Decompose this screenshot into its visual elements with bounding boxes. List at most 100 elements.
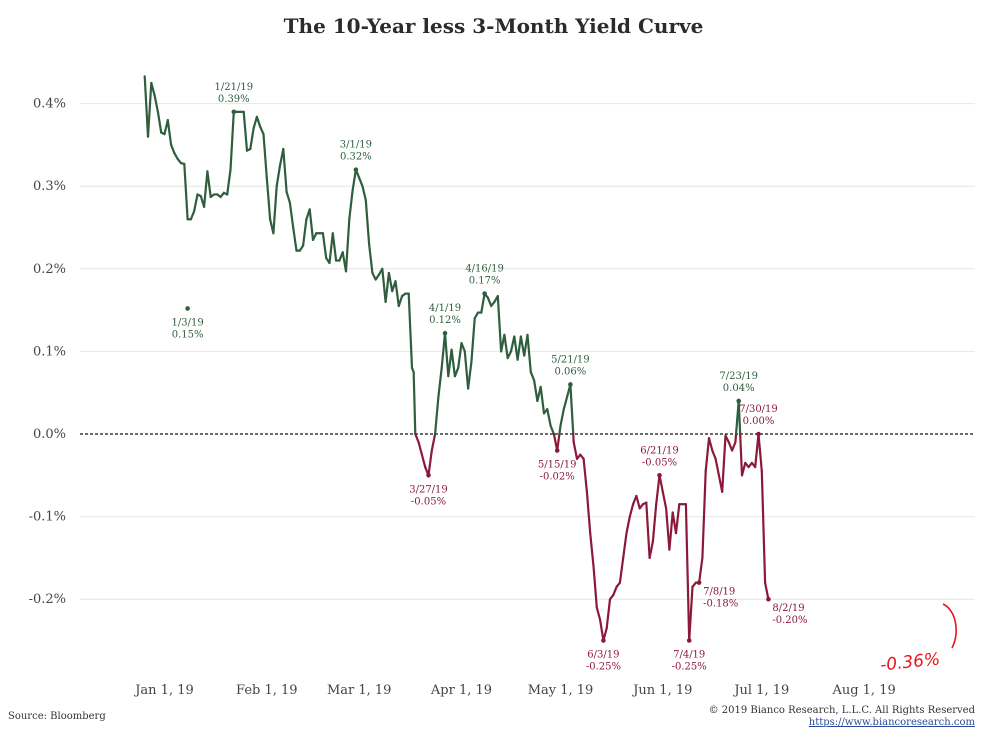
series-segment [437, 366, 443, 398]
series-segment [288, 201, 295, 229]
series-segment [697, 556, 704, 584]
annotation-date: 7/30/19 [739, 404, 778, 415]
series-segment [714, 457, 721, 477]
x-tick-label: Jul 1, 19 [732, 683, 789, 698]
series-segment [701, 470, 707, 560]
series-segment [331, 232, 338, 262]
series-segment [321, 232, 328, 260]
series-segment [381, 267, 387, 303]
series-segment [457, 342, 463, 370]
annotation-value: 0.17% [469, 276, 501, 287]
annotation-value: 0.12% [429, 315, 461, 326]
series-segment [704, 437, 711, 473]
series-segment [450, 348, 456, 378]
annotation-value: 0.06% [555, 366, 587, 377]
annotation-marker [482, 291, 487, 296]
copyright-block: © 2019 Bianco Research, L.L.C. All Right… [709, 705, 975, 729]
series-segment [368, 242, 374, 275]
series-segment [739, 432, 744, 477]
annotation-date: 6/3/19 [587, 650, 619, 661]
series-segment [618, 556, 625, 584]
annotation-value: 0.00% [743, 416, 775, 427]
annotation-marker [426, 473, 431, 478]
annotation-value: -0.20% [772, 615, 807, 626]
series-segment [562, 395, 569, 411]
annotation-marker [657, 473, 662, 478]
series-segment [166, 119, 173, 146]
series-segment [592, 565, 598, 609]
series-segment [585, 490, 592, 535]
series-segment [760, 470, 767, 584]
series-segment [351, 168, 357, 192]
series-segment [242, 110, 249, 152]
y-tick-label: -0.1% [29, 510, 66, 525]
series-segment [539, 385, 546, 415]
series-segment [648, 540, 655, 560]
annotation-date: 7/8/19 [703, 587, 735, 598]
series-segment [302, 218, 308, 247]
series-segment [582, 457, 589, 493]
annotation-value: 0.15% [172, 329, 204, 340]
series-segment [595, 606, 602, 621]
annotation-date: 7/4/19 [673, 650, 705, 661]
annotation-date: 3/27/19 [409, 484, 448, 495]
x-tick-label: Feb 1, 19 [236, 683, 298, 698]
series-segment [397, 294, 404, 308]
series-segment [628, 503, 635, 518]
series-segment [412, 370, 417, 436]
annotation-marker [766, 596, 771, 602]
annotations: 1/3/190.15% 1/21/190.39% 3/1/190.32% 4/1/19… [172, 82, 808, 673]
series-segment [275, 164, 282, 188]
series-segment [546, 408, 552, 427]
series-segment [434, 395, 440, 436]
series-segment [430, 432, 437, 452]
annotation-marker [601, 638, 606, 643]
series-segment [651, 503, 658, 543]
annotation-marker [696, 580, 702, 585]
annotation-date: 1/21/19 [215, 82, 254, 93]
series-segment [569, 383, 575, 436]
series-segment [757, 432, 763, 473]
series-segment [156, 110, 163, 134]
series-segment [668, 511, 674, 551]
series-segment [420, 453, 427, 469]
series-segment [262, 133, 268, 180]
annotation-marker [568, 382, 573, 387]
annotation-date: 5/21/19 [551, 354, 590, 365]
series-segment [529, 370, 536, 382]
series-segment [189, 209, 196, 221]
series-segment [688, 585, 694, 642]
series-segment [467, 361, 473, 390]
series-segment [516, 335, 523, 361]
series-segment [292, 226, 298, 252]
series-segment [589, 532, 595, 568]
annotation-marker [686, 638, 692, 643]
series-segment [724, 434, 730, 444]
series-segment [146, 81, 153, 138]
series-segment [730, 441, 737, 452]
annotation-value: -0.05% [411, 496, 446, 507]
series-segment [229, 110, 235, 171]
series-segment [285, 190, 291, 204]
series-segment [150, 81, 156, 97]
y-tick-label: 0.2% [33, 262, 66, 277]
series-segment [311, 232, 318, 241]
series-segment [655, 474, 661, 506]
series-segment [417, 441, 423, 456]
series-segment [763, 581, 770, 601]
series-segment [328, 232, 334, 265]
series-segment [453, 366, 460, 378]
series-segment [598, 618, 605, 642]
annotation-date: 1/3/19 [172, 317, 204, 328]
y-axis-ticks: 0.4% 0.3% 0.2% 0.1% 0.0% -0.1% -0.2% [29, 97, 66, 608]
series-segment [605, 598, 612, 630]
spread-series [143, 75, 770, 642]
annotation-marker [185, 306, 190, 311]
series-segment [206, 170, 212, 199]
y-tick-label: -0.2% [29, 592, 66, 607]
series-segment [674, 503, 681, 535]
website-link[interactable]: https://www.biancoresearch.com [808, 717, 975, 728]
series-segment [661, 490, 668, 510]
annotation-marker [231, 109, 237, 115]
